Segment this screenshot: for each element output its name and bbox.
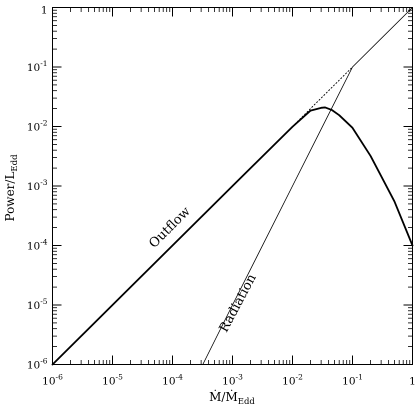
x-tick-label: 10-3: [222, 373, 243, 388]
x-axis-label-main: Ṁ/Ṁ: [209, 389, 238, 404]
x-tick-label: 1: [409, 376, 415, 388]
outflow-series-line: [51, 106, 414, 366]
y-tick-label: 10-3: [27, 178, 48, 193]
x-tick-label: 10-4: [162, 373, 183, 388]
y-axis-label: Power/LEdd: [3, 154, 20, 222]
x-tick-label: 10-5: [102, 373, 123, 388]
x-axis-label: Ṁ/ṀEdd: [209, 389, 255, 407]
y-axis-label-sub: Edd: [10, 154, 20, 172]
extrapolation-series-line: [292, 66, 353, 127]
y-tick-label: 10-5: [27, 297, 48, 312]
x-tick-label: 10-1: [342, 373, 363, 388]
y-axis-label-main: Power/L: [3, 172, 17, 222]
series-layer: [51, 7, 414, 366]
y-tick-label: 10-2: [27, 119, 48, 134]
radiation-series-line: [202, 7, 413, 365]
x-axis-label-sub: Edd: [238, 397, 256, 407]
y-tick-label: 10-1: [27, 59, 48, 74]
label-layer: Outflow Radiation: [146, 204, 260, 335]
x-tick-label: 10-6: [42, 373, 63, 388]
y-tick-label: 10-6: [27, 357, 48, 372]
y-tick-label: 10-4: [27, 238, 48, 253]
radiation-curve-label: Radiation: [217, 271, 260, 335]
x-tick-label: 10-2: [282, 373, 303, 388]
outflow-curve-label: Outflow: [146, 204, 193, 251]
axis-ticks: 10-6 10-5 10-4 10-3 10-2 10-1 1 10-6 10-5 10-4 10-…: [27, 5, 415, 388]
y-tick-label: 1: [41, 5, 48, 17]
